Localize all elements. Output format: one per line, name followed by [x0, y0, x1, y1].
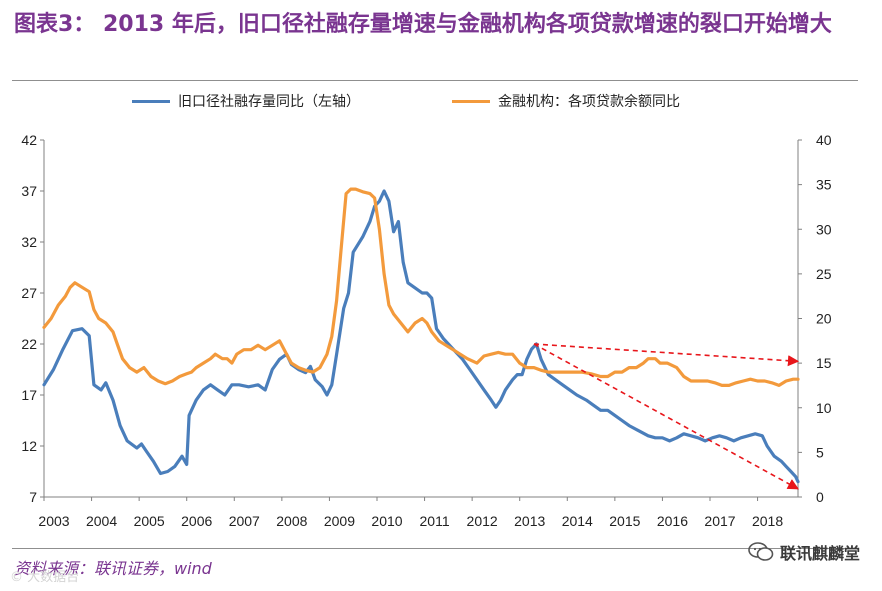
left-axis-tick-label: 37	[21, 183, 37, 199]
right-axis-tick-label: 5	[816, 444, 824, 460]
x-axis-tick-label: 2017	[704, 513, 735, 529]
x-axis-tick-label: 2004	[86, 513, 117, 529]
watermark-brand: 联讯麒麟堂	[748, 540, 860, 564]
x-axis-tick-label: 2008	[276, 513, 307, 529]
watermark-left: © 大数据台	[10, 570, 80, 585]
x-axis-tick-label: 2010	[371, 513, 402, 529]
right-axis-tick-label: 10	[816, 400, 832, 416]
x-axis-tick-label: 2006	[181, 513, 212, 529]
legend-swatch-left	[132, 99, 170, 103]
right-axis-tick-label: 40	[816, 132, 832, 148]
left-axis-tick-label: 17	[21, 387, 37, 403]
x-axis-tick-label: 2009	[324, 513, 355, 529]
legend-label-right: 金融机构：各项贷款余额同比	[498, 94, 680, 110]
trend-arrow	[533, 343, 799, 490]
right-axis-tick-label: 20	[816, 311, 832, 327]
left-axis-tick-label: 22	[21, 336, 37, 352]
source-divider	[12, 548, 858, 549]
chart-title: 图表3： 2013 年后，旧口径社融存量增速与金融机构各项贷款增速的裂口开始增大	[14, 12, 832, 37]
x-axis-tick-label: 2003	[38, 513, 69, 529]
left-axis-tick-label: 12	[21, 438, 37, 454]
left-axis-tick-label: 42	[21, 132, 37, 148]
x-axis-tick-label: 2018	[752, 513, 783, 529]
x-axis-tick-label: 2016	[657, 513, 688, 529]
title-divider	[12, 80, 858, 81]
x-axis-tick-label: 2013	[514, 513, 545, 529]
series-lines	[42, 187, 800, 484]
legend-item-left-series: 旧口径社融存量同比（左轴）	[132, 91, 360, 111]
left-axis-tick-label: 27	[21, 285, 37, 301]
left-axis-tick-label: 32	[21, 234, 37, 250]
x-axis-tick-label: 2005	[134, 513, 165, 529]
legend-item-right-series: 金融机构：各项贷款余额同比	[452, 91, 680, 111]
right-axis-tick-label: 25	[816, 266, 832, 282]
legend-label-left: 旧口径社融存量同比（左轴）	[178, 94, 360, 110]
legend-swatch-right	[452, 99, 490, 103]
series-line-loan-growth	[42, 187, 800, 387]
x-axis-tick-label: 2015	[609, 513, 640, 529]
brand-name: 联讯麒麟堂	[779, 544, 860, 563]
left-axis-tick-label: 7	[29, 489, 37, 505]
trend-arrow	[533, 343, 800, 367]
x-axis-tick-label: 2014	[562, 513, 593, 529]
source-note: 资料来源：联讯证券，wind	[14, 559, 212, 578]
wechat-icon	[748, 542, 774, 561]
legend: 旧口径社融存量同比（左轴） 金融机构：各项贷款余额同比	[0, 91, 882, 113]
right-axis-tick-label: 0	[816, 489, 824, 505]
series-line-social-financing	[42, 189, 800, 484]
right-axis-tick-label: 35	[816, 177, 832, 193]
x-axis-tick-label: 2011	[420, 513, 450, 529]
x-axis-tick-label: 2012	[467, 513, 498, 529]
annotations	[533, 343, 800, 490]
right-axis-tick-label: 30	[816, 221, 832, 237]
x-axis-tick-label: 2007	[229, 513, 260, 529]
right-axis-tick-label: 15	[816, 355, 832, 371]
